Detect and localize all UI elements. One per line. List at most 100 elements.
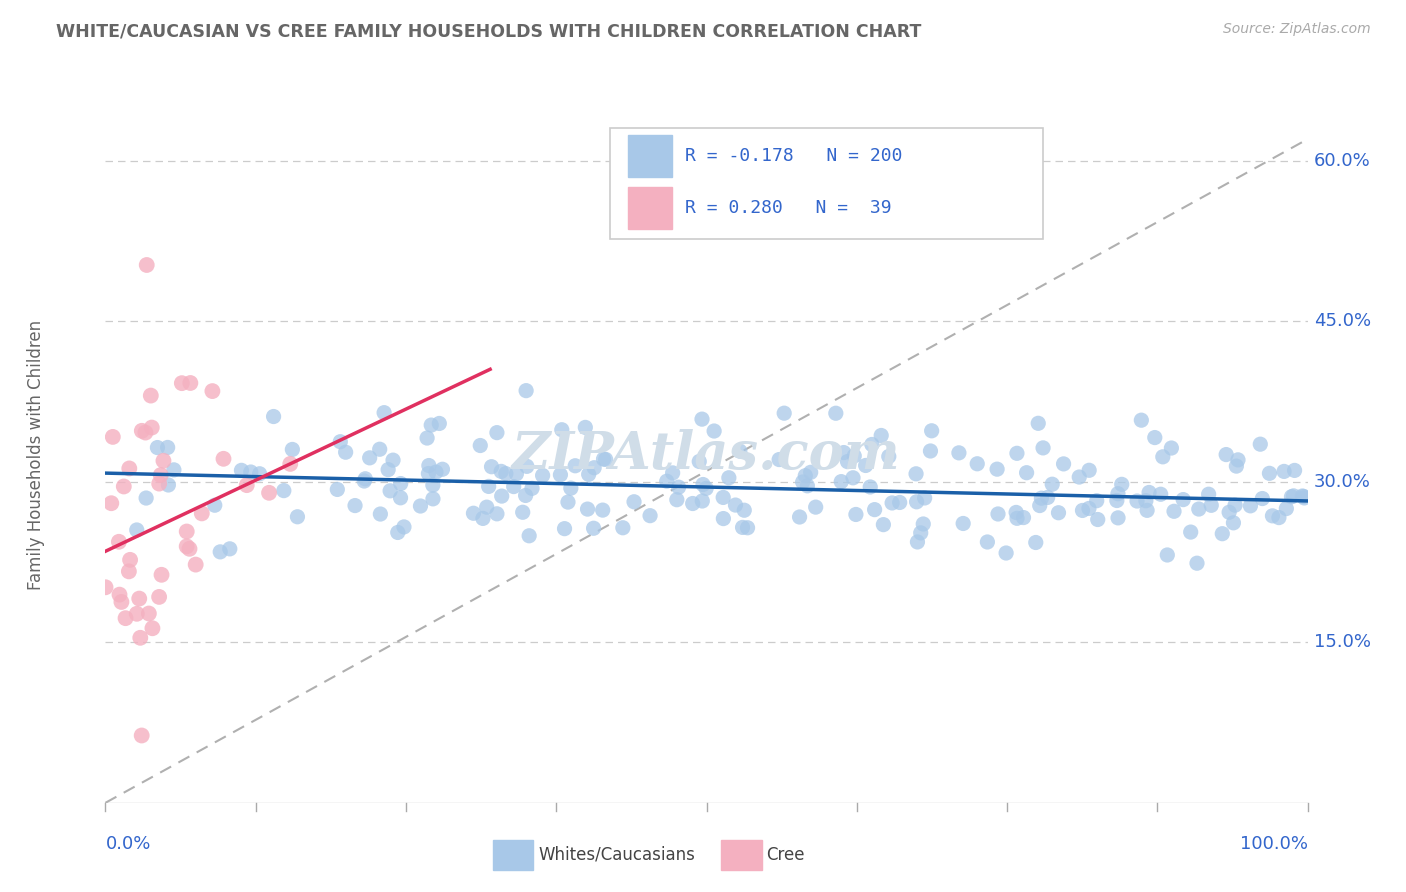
Point: [557, 495, 579, 509]
Point: [1087, 512, 1109, 526]
Point: [273, 483, 295, 498]
Point: [703, 424, 725, 438]
FancyBboxPatch shape: [721, 839, 762, 871]
Text: WHITE/CAUCASIAN VS CREE FAMILY HOUSEHOLDS WITH CHILDREN CORRELATION CHART: WHITE/CAUCASIAN VS CREE FAMILY HOUSEHOLD…: [56, 22, 921, 40]
Point: [263, 409, 285, 424]
Point: [287, 509, 309, 524]
Point: [1105, 493, 1128, 508]
Point: [515, 384, 537, 398]
Point: [921, 424, 943, 438]
Text: 60.0%: 60.0%: [1313, 152, 1371, 169]
Point: [905, 467, 928, 481]
Point: [668, 480, 690, 494]
Point: [574, 420, 596, 434]
Point: [768, 452, 790, 467]
Point: [418, 467, 440, 481]
Point: [470, 438, 492, 452]
Point: [354, 472, 377, 486]
Point: [131, 729, 153, 743]
Point: [135, 258, 157, 272]
Point: [1015, 466, 1038, 480]
Point: [1040, 477, 1063, 491]
Text: Family Households with Children: Family Households with Children: [27, 320, 45, 590]
Point: [690, 494, 713, 508]
Point: [1107, 486, 1129, 500]
Point: [179, 541, 201, 556]
Point: [564, 458, 586, 473]
Point: [612, 521, 634, 535]
Point: [1143, 431, 1166, 445]
Point: [583, 460, 606, 475]
Point: [655, 475, 678, 489]
Point: [281, 442, 304, 457]
Point: [1281, 490, 1303, 504]
Point: [794, 468, 817, 483]
Point: [425, 465, 447, 479]
Point: [870, 428, 893, 442]
Point: [1294, 491, 1316, 505]
Point: [986, 462, 1008, 476]
Point: [1291, 489, 1313, 503]
Point: [432, 462, 454, 476]
Point: [966, 457, 988, 471]
Point: [682, 496, 704, 510]
Point: [131, 424, 153, 438]
Point: [129, 631, 152, 645]
Point: [582, 521, 605, 535]
Point: [218, 541, 240, 556]
Point: [135, 491, 157, 505]
Point: [120, 553, 142, 567]
Text: 45.0%: 45.0%: [1313, 312, 1371, 330]
Point: [860, 437, 883, 451]
Point: [146, 441, 169, 455]
Point: [389, 476, 412, 491]
Point: [1199, 498, 1222, 512]
Point: [257, 485, 280, 500]
Point: [733, 503, 755, 517]
Point: [112, 479, 135, 493]
Point: [100, 496, 122, 510]
Point: [101, 430, 124, 444]
Point: [1005, 511, 1028, 525]
Point: [595, 452, 617, 467]
Point: [804, 500, 827, 515]
Point: [576, 502, 599, 516]
Point: [239, 465, 262, 479]
Point: [382, 453, 405, 467]
Point: [844, 449, 866, 463]
Point: [148, 590, 170, 604]
Point: [695, 482, 717, 496]
Point: [692, 477, 714, 491]
Point: [517, 529, 540, 543]
Point: [1026, 417, 1049, 431]
Point: [471, 511, 494, 525]
Point: [176, 540, 198, 554]
Point: [1198, 487, 1220, 501]
Point: [1071, 503, 1094, 517]
Point: [512, 505, 534, 519]
Point: [1225, 459, 1247, 474]
Point: [418, 458, 440, 473]
Point: [912, 516, 935, 531]
Point: [550, 467, 572, 482]
Point: [118, 461, 141, 475]
Point: [792, 475, 814, 489]
Point: [204, 498, 226, 512]
Point: [516, 459, 538, 474]
Text: 0.0%: 0.0%: [105, 835, 150, 853]
Point: [855, 458, 877, 473]
Point: [1135, 493, 1157, 508]
Point: [359, 450, 381, 465]
Point: [1211, 526, 1233, 541]
Point: [1249, 437, 1271, 451]
Point: [832, 445, 855, 459]
Point: [578, 467, 600, 482]
Point: [1130, 413, 1153, 427]
Point: [353, 474, 375, 488]
Point: [1251, 491, 1274, 506]
Point: [872, 517, 894, 532]
Point: [1069, 470, 1091, 484]
Point: [1160, 441, 1182, 455]
Point: [717, 471, 740, 485]
Point: [800, 466, 823, 480]
